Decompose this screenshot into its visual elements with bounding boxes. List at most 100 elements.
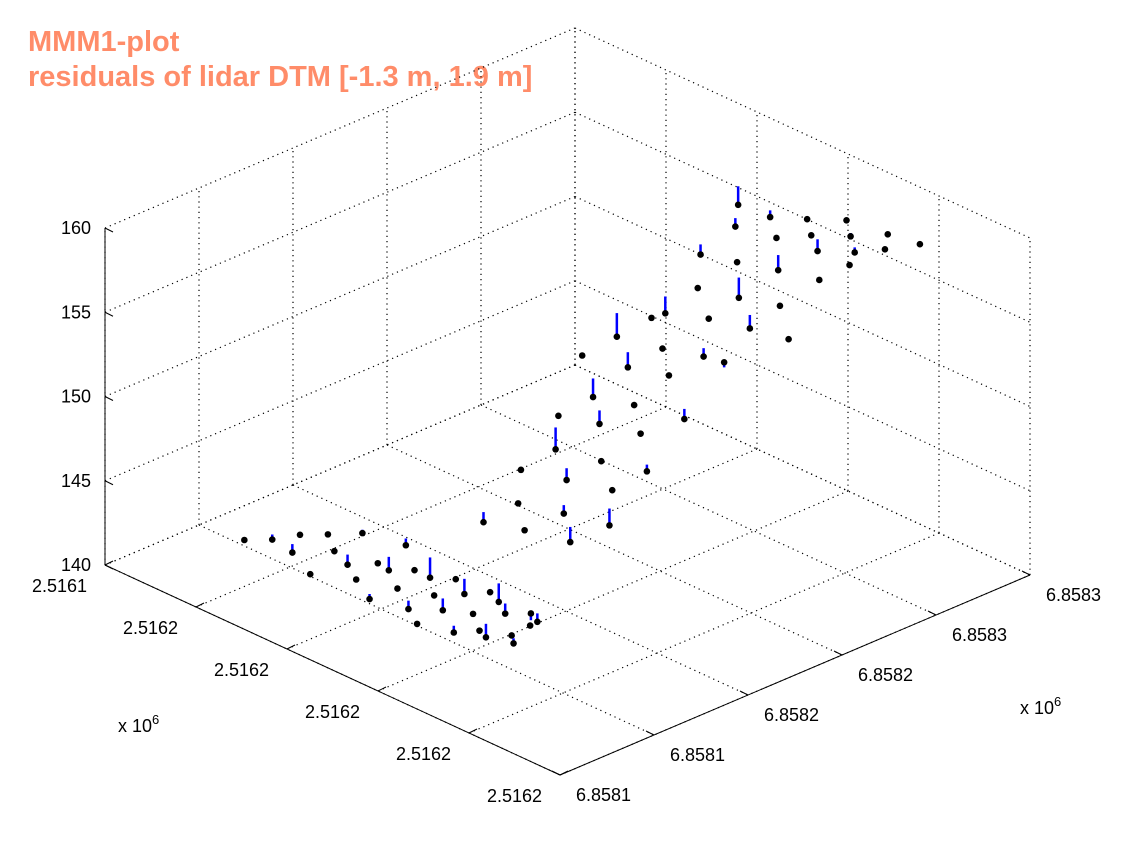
data-point (461, 590, 468, 598)
data-point (807, 231, 815, 239)
y-tick-label: 2.5162 (305, 702, 360, 722)
data-point (534, 618, 541, 626)
z-tick-label: 160 (61, 218, 91, 238)
data-point (659, 345, 666, 352)
grid-line-z-wall (574, 27, 1031, 239)
x-tick (833, 650, 843, 656)
data-point (508, 632, 515, 639)
grid-line-z-wall (574, 364, 1031, 576)
data-point (450, 629, 458, 636)
grid-line-y-floor (468, 532, 940, 734)
data-point (851, 249, 858, 256)
data-point (405, 605, 412, 613)
data-point (643, 468, 651, 475)
data-point (560, 510, 568, 517)
x-tick-label: 6.8582 (764, 705, 819, 725)
data-point (843, 216, 850, 224)
data-point (735, 294, 743, 302)
data-point (527, 610, 535, 617)
data-point (514, 500, 522, 507)
data-point (884, 231, 892, 238)
data-point (916, 240, 924, 248)
data-point (732, 223, 739, 230)
grid-line-z-wall (104, 280, 576, 482)
z-tick (104, 480, 114, 486)
z-tick (104, 396, 114, 401)
data-point (847, 233, 854, 240)
data-point (517, 466, 525, 474)
data-point (526, 622, 534, 629)
data-point (306, 570, 314, 578)
data-point (589, 393, 597, 401)
data-point (624, 364, 632, 371)
y-tick (286, 644, 296, 650)
x-tick-label: 6.8582 (858, 665, 913, 685)
data-point (697, 251, 704, 258)
data-point (521, 526, 528, 534)
data-point (411, 566, 418, 574)
data-point (881, 246, 889, 253)
y-axis (104, 564, 561, 776)
y-tick (377, 686, 387, 692)
chart-title-line-1: MMM1-plot (28, 26, 180, 58)
axes (104, 227, 1031, 776)
data-point (776, 302, 784, 310)
data-point (268, 536, 276, 543)
data-point (426, 574, 434, 581)
y-tick (195, 602, 205, 608)
grid-line-z-wall (574, 280, 1031, 492)
x-tick-label: 6.8581 (576, 785, 631, 805)
data-point (746, 325, 754, 332)
data-point (482, 634, 490, 641)
chart-title-line-2: residuals of lidar DTM [-1.3 m, 1.9 m] (28, 61, 533, 93)
data-point (648, 314, 655, 322)
grid-line-z-wall (104, 111, 576, 313)
data-point (681, 415, 688, 423)
grid-line-x-floor (386, 444, 843, 656)
grid-line-z-wall (104, 27, 576, 229)
z-tick-label: 150 (61, 387, 91, 407)
y-tick-label: 2.5162 (487, 786, 542, 806)
x-tick (1021, 570, 1031, 576)
data-point (694, 284, 702, 292)
x-tick-label: 6.8583 (952, 625, 1007, 645)
data-point (606, 522, 613, 529)
z-tick (104, 564, 114, 570)
data-point (608, 486, 616, 494)
data-point (359, 529, 366, 537)
y-tick-label: 2.5162 (214, 660, 269, 680)
data-point (394, 585, 401, 592)
data-point (563, 476, 570, 484)
y-tick (468, 728, 478, 734)
grid-line-y-floor (195, 406, 667, 608)
data-point (352, 576, 360, 583)
z-tick-label: 140 (61, 555, 91, 575)
data-point (613, 333, 621, 340)
data-point (480, 518, 487, 526)
data-point (766, 213, 774, 221)
data-point (296, 531, 304, 539)
data-point (289, 549, 296, 556)
grid-line-z-wall (574, 195, 1031, 408)
z-tick (104, 311, 114, 317)
data-point (439, 606, 447, 614)
exponent: 6 (1054, 694, 1061, 709)
data-point (705, 315, 713, 323)
data-point (816, 276, 823, 284)
data-point (630, 401, 638, 409)
x-tick-label: 6.8581 (670, 745, 725, 765)
data-point (366, 595, 373, 603)
data-point (552, 446, 559, 453)
z-tick-label: 145 (61, 471, 91, 491)
data-point (785, 335, 792, 343)
data-point (734, 201, 742, 209)
z-tick-label: 155 (61, 302, 91, 322)
x-axis (559, 574, 1031, 776)
data-point (501, 610, 509, 617)
data-point (774, 266, 782, 274)
data-point (241, 536, 248, 544)
data-point (344, 561, 351, 568)
x-tick (645, 730, 655, 736)
data-point (700, 353, 707, 360)
data-point (374, 559, 382, 567)
